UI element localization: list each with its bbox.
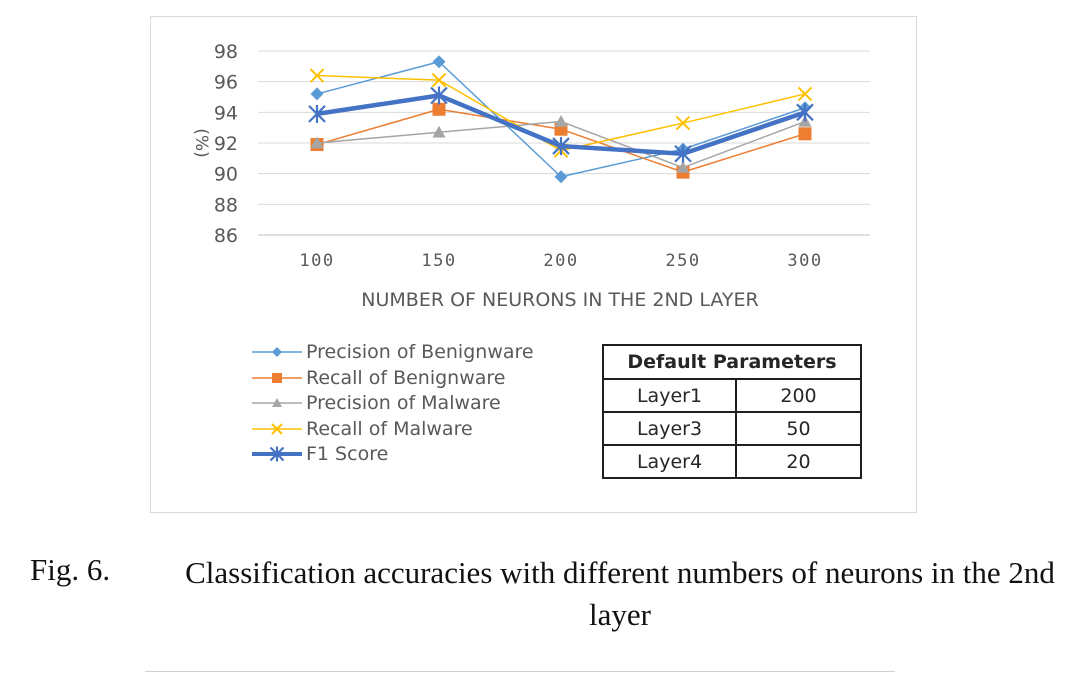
param-name: Layer1 xyxy=(602,378,737,413)
asterisk-marker xyxy=(430,86,448,105)
series-lines xyxy=(308,55,814,184)
param-value: 20 xyxy=(735,444,862,479)
triangle-marker xyxy=(676,161,690,173)
x-tick-label: 100 xyxy=(299,251,334,271)
x-marker xyxy=(271,422,283,435)
legend-swatch xyxy=(252,398,302,407)
y-tick-labels: 86 88 90 92 94 96 98 xyxy=(214,41,238,247)
asterisk-marker xyxy=(269,446,285,462)
param-name: Layer3 xyxy=(602,411,737,446)
square-marker xyxy=(798,127,812,141)
diamond-marker xyxy=(554,170,568,184)
triangle-marker xyxy=(310,136,324,149)
x-tick-labels: 100 150 200 250 300 xyxy=(299,251,822,271)
asterisk-marker xyxy=(308,104,326,123)
legend-label: F1 Score xyxy=(306,443,389,465)
series-precision-of-malware xyxy=(310,115,812,173)
param-name: Layer4 xyxy=(602,444,737,479)
legend-swatch xyxy=(252,347,302,357)
legend-label: Recall of Benignware xyxy=(306,366,506,389)
x-tick-label: 250 xyxy=(665,251,700,271)
legend-item: Precision of Benignware xyxy=(250,340,534,364)
y-tick-label: 92 xyxy=(214,133,238,155)
caption-text: Classification accuracies with different… xyxy=(185,555,1055,632)
table-row: Layer1 200 xyxy=(602,378,862,413)
triangle-marker xyxy=(554,115,568,127)
legend-label: Precision of Benignware xyxy=(306,341,534,363)
x-marker xyxy=(309,68,325,83)
x-tick-label: 300 xyxy=(787,251,822,271)
param-value: 50 xyxy=(735,411,862,446)
diamond-marker xyxy=(272,347,282,357)
diamond-marker xyxy=(310,87,324,101)
y-axis-label: (%) xyxy=(191,128,211,157)
legend-item: Precision of Malware xyxy=(250,391,501,415)
legend-swatch xyxy=(252,372,302,383)
square-marker xyxy=(432,102,446,116)
y-tick-label: 88 xyxy=(214,194,238,216)
series-f1-score xyxy=(308,86,814,163)
legend-label: Precision of Malware xyxy=(306,392,501,414)
asterisk-marker xyxy=(796,103,814,122)
default-parameters-table: Default Parameters Layer1 200 Layer3 50 … xyxy=(602,344,862,479)
y-tick-label: 98 xyxy=(214,41,238,63)
y-tick-label: 96 xyxy=(214,72,238,94)
x-marker xyxy=(431,72,447,88)
x-tick-label: 200 xyxy=(543,251,578,271)
triangle-marker xyxy=(272,398,282,407)
x-axis-label: NUMBER OF NEURONS IN THE 2ND LAYER xyxy=(361,289,758,311)
caption-label: Fig. 6. xyxy=(30,552,111,587)
diamond-marker xyxy=(432,55,446,69)
y-tick-label: 90 xyxy=(214,164,238,186)
asterisk-marker xyxy=(674,144,692,163)
triangle-marker xyxy=(432,125,446,138)
x-tick-label: 150 xyxy=(421,251,456,271)
table-row: Layer4 20 xyxy=(602,444,862,479)
table-header: Default Parameters xyxy=(602,344,862,380)
y-tick-label: 86 xyxy=(214,225,238,247)
legend-item: Recall of Malware xyxy=(250,417,473,441)
x-marker xyxy=(675,115,691,131)
divider xyxy=(145,671,895,672)
gridlines xyxy=(258,50,870,236)
square-marker xyxy=(272,372,282,383)
legend-item: Recall of Benignware xyxy=(250,366,506,390)
legend-swatch xyxy=(252,422,302,435)
line-chart: 86 88 90 92 94 96 98 100 150 200 250 300 (%) NUMBE… xyxy=(191,41,870,311)
x-marker xyxy=(797,86,813,102)
legend-swatch xyxy=(252,446,302,462)
y-tick-label: 94 xyxy=(214,102,238,124)
table-header-row: Default Parameters xyxy=(602,344,862,380)
asterisk-marker xyxy=(552,137,570,156)
table-row: Layer3 50 xyxy=(602,411,862,446)
legend-label: Recall of Malware xyxy=(306,417,473,440)
legend-item: F1 Score xyxy=(250,442,388,466)
param-value: 200 xyxy=(735,378,862,413)
